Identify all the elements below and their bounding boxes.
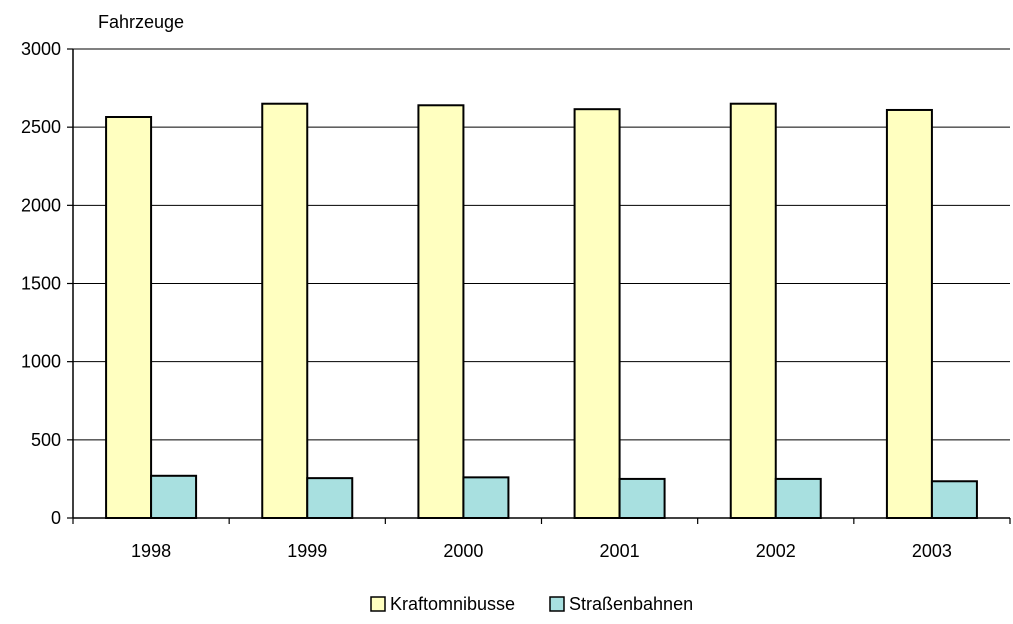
bar — [885, 108, 933, 519]
bar — [261, 102, 309, 519]
gridlines — [73, 48, 1010, 441]
legend-label: Kraftomnibusse — [390, 594, 515, 614]
bar — [417, 104, 465, 519]
y-tick-label: 2000 — [21, 195, 61, 215]
x-tick-label: 1998 — [131, 541, 171, 561]
y-tick-label: 500 — [31, 430, 61, 450]
bar — [774, 477, 822, 519]
bar — [930, 480, 978, 519]
y-axis-title: Fahrzeuge — [98, 12, 184, 32]
y-tick-label: 1500 — [21, 274, 61, 294]
legend-swatch — [549, 596, 565, 612]
y-tick-label: 2500 — [21, 117, 61, 137]
legend-swatch — [370, 596, 386, 612]
axes: 0 500 1000 1500 2000 2500 3000 1998 1999 2000 2001… — [21, 39, 1011, 561]
bar — [306, 477, 354, 520]
legend-label: Straßenbahnen — [569, 594, 693, 614]
x-tick-label: 2001 — [600, 541, 640, 561]
bar — [150, 474, 198, 520]
y-tick-label: 0 — [51, 508, 61, 528]
y-tick-label: 1000 — [21, 352, 61, 372]
legend: Kraftomnibusse Straßenbahnen — [370, 594, 693, 614]
bar — [729, 102, 777, 519]
x-tick-label: 1999 — [287, 541, 327, 561]
bars — [105, 102, 978, 520]
y-tick-label: 3000 — [21, 39, 61, 59]
x-tick-label: 2000 — [443, 541, 483, 561]
bar — [462, 476, 510, 519]
x-tick-label: 2003 — [912, 541, 952, 561]
x-tick-label: 2002 — [756, 541, 796, 561]
bar — [105, 116, 153, 519]
bar — [573, 108, 621, 520]
bar — [618, 477, 666, 519]
